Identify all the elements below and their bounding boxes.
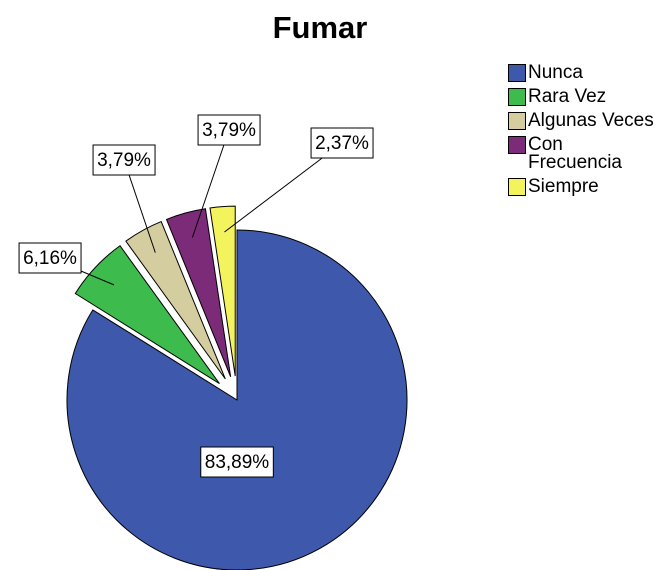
- data-label: 2,37%: [315, 133, 369, 154]
- legend-swatch: [508, 64, 526, 82]
- legend-item: Nunca: [508, 62, 668, 82]
- leader-line: [191, 129, 230, 238]
- legend-label: Nunca: [528, 62, 583, 83]
- legend-label: Rara Vez: [528, 86, 607, 107]
- pie-slice: [209, 205, 236, 377]
- legend-swatch: [508, 178, 526, 196]
- legend-swatch: [508, 88, 526, 106]
- data-label: 3,79%: [97, 150, 151, 171]
- chart-title: Fumar: [273, 10, 368, 45]
- pie-slice: [66, 229, 408, 570]
- label-box: [200, 446, 274, 478]
- labels: 83,89% 6,16% 3,79% 3,79% 2,37%: [18, 114, 374, 478]
- slices: [66, 205, 408, 570]
- legend-item: Algunas Veces: [508, 110, 668, 130]
- legend-swatch: [508, 112, 526, 130]
- label-box: [92, 144, 156, 176]
- pie-slice: [125, 220, 226, 380]
- legend-item: Con Frecuencia: [508, 134, 668, 172]
- data-label: 6,16%: [23, 248, 77, 269]
- legend: Nunca Rara Vez Algunas Veces Con Frecuencia…: [508, 62, 668, 200]
- legend-item: Siempre: [508, 176, 668, 196]
- data-label: 83,89%: [205, 452, 270, 473]
- legend-label: Siempre: [528, 176, 599, 197]
- legend-label: Algunas Veces: [528, 110, 654, 131]
- pie-slice: [74, 245, 220, 385]
- label-box: [197, 114, 261, 146]
- legend-label: Con Frecuencia: [528, 134, 622, 173]
- data-label: 3,79%: [202, 120, 256, 141]
- legend-swatch: [508, 136, 526, 154]
- legend-item: Rara Vez: [508, 86, 668, 106]
- label-box: [310, 127, 374, 159]
- label-box: [18, 242, 82, 274]
- pie-slice: [165, 208, 232, 378]
